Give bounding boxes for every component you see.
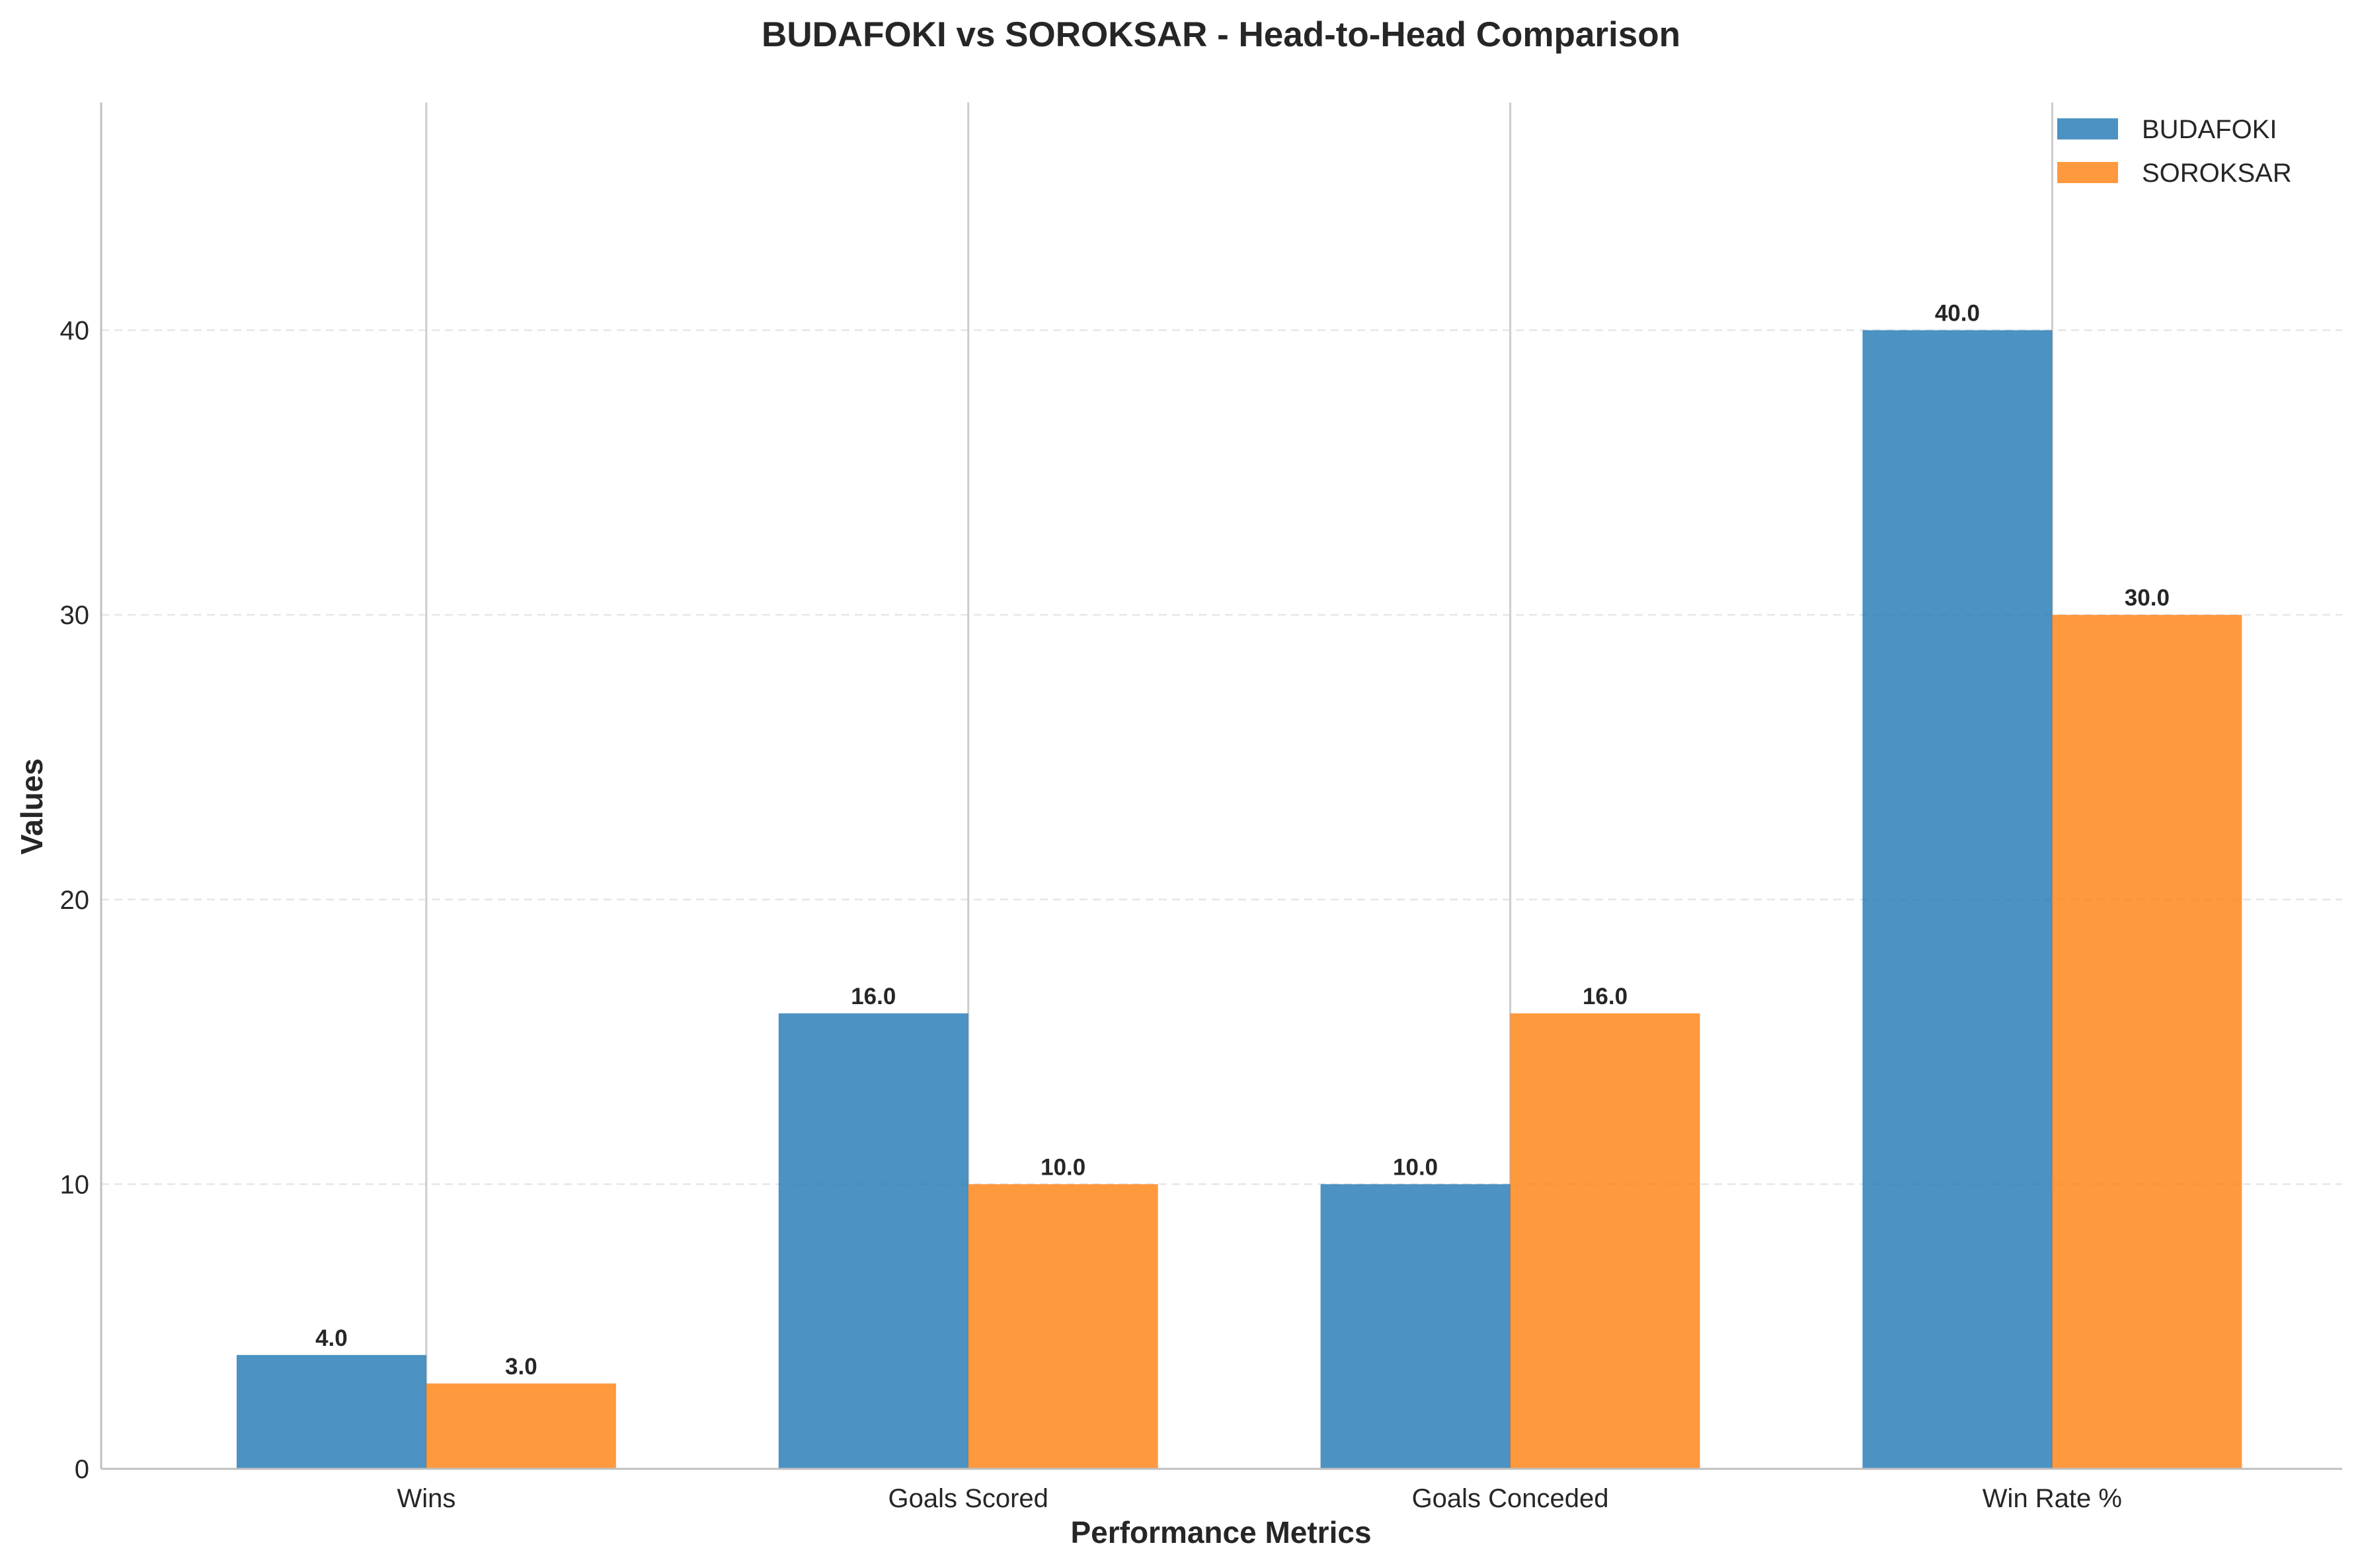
data-label-budafoki-1: 16.0 — [851, 984, 896, 1009]
y-tick-label: 20 — [60, 886, 90, 915]
bar-soroksar-0 — [426, 1383, 616, 1469]
legend-label-budafoki: BUDAFOKI — [2142, 115, 2277, 144]
x-axis-label: Performance Metrics — [1070, 1515, 1371, 1549]
y-axis-label: Values — [15, 758, 49, 855]
legend-swatch-budafoki — [2057, 118, 2118, 139]
x-tick-label: Win Rate % — [1983, 1484, 2122, 1513]
y-tick-label: 10 — [60, 1170, 90, 1199]
data-label-soroksar-3: 30.0 — [2125, 585, 2170, 611]
legend-label-soroksar: SOROKSAR — [2142, 159, 2292, 188]
bar-budafoki-3 — [1862, 330, 2053, 1469]
y-tick-label: 30 — [60, 601, 90, 630]
bar-budafoki-0 — [236, 1354, 426, 1469]
data-label-budafoki-0: 4.0 — [315, 1325, 348, 1351]
data-label-soroksar-2: 16.0 — [1583, 984, 1628, 1009]
x-tick-label: Goals Conceded — [1412, 1484, 1609, 1513]
bar-soroksar-1 — [968, 1184, 1158, 1469]
x-tick-label: Wins — [397, 1484, 455, 1513]
y-tick-label: 40 — [60, 317, 90, 346]
data-label-soroksar-0: 3.0 — [505, 1354, 537, 1380]
x-tick-label: Goals Scored — [888, 1484, 1048, 1513]
bar-soroksar-3 — [2052, 615, 2242, 1469]
chart-title: BUDAFOKI vs SOROKSAR - Head-to-Head Comp… — [762, 15, 1680, 54]
data-label-budafoki-3: 40.0 — [1935, 301, 1980, 327]
data-label-soroksar-1: 10.0 — [1041, 1154, 1085, 1180]
axes — [100, 102, 2342, 1470]
legend-swatch-soroksar — [2057, 162, 2118, 183]
legend: BUDAFOKI SOROKSAR — [2057, 115, 2292, 188]
y-tick-label: 0 — [75, 1455, 89, 1484]
data-labels: 4.0 16.0 10.0 40.0 3.0 10.0 16.0 30.0 — [315, 301, 2170, 1380]
bar-budafoki-2 — [1320, 1184, 1511, 1469]
ticks: 0 10 20 30 40 Wins Goals Scored Goals Conceded W… — [60, 317, 2122, 1514]
data-label-budafoki-2: 10.0 — [1393, 1154, 1438, 1180]
bar-budafoki-1 — [778, 1013, 968, 1469]
bars — [236, 330, 2242, 1469]
bar-soroksar-2 — [1510, 1013, 1700, 1469]
